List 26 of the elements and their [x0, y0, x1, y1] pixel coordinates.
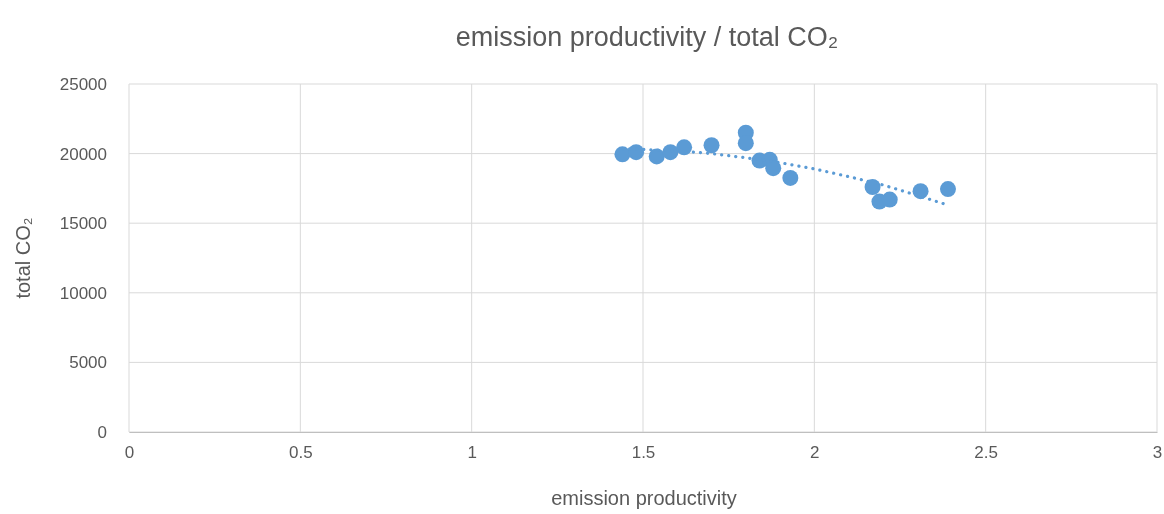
y-axis-title: total CO₂: [12, 217, 34, 299]
point: [676, 139, 693, 156]
y-tick-label: 20000: [59, 144, 107, 164]
point: [628, 144, 645, 161]
point: [648, 148, 665, 165]
x-tick-label: 0: [124, 443, 135, 463]
point: [939, 181, 956, 198]
point: [737, 135, 754, 152]
y-tick-label: 0: [97, 422, 107, 442]
point: [782, 169, 799, 186]
point: [881, 191, 898, 208]
y-tick-label: 25000: [59, 74, 107, 94]
x-axis-title: emission productivity: [551, 487, 737, 509]
x-tick-label: 2: [810, 443, 820, 463]
y-tick-label: 10000: [59, 283, 107, 303]
point: [703, 137, 720, 154]
point: [864, 179, 881, 196]
x-tick-label: 3: [1152, 443, 1163, 463]
x-tick-label: 0.5: [289, 443, 313, 463]
y-tick-label: 15000: [59, 214, 107, 234]
point: [765, 160, 782, 177]
x-tick-label: 1: [467, 443, 477, 463]
x-tick-label: 2.5: [974, 443, 998, 463]
chart-title: emission productivity / total CO₂: [455, 22, 839, 52]
x-tick-label: 1.5: [631, 443, 656, 463]
y-tick-label: 5000: [69, 353, 107, 373]
